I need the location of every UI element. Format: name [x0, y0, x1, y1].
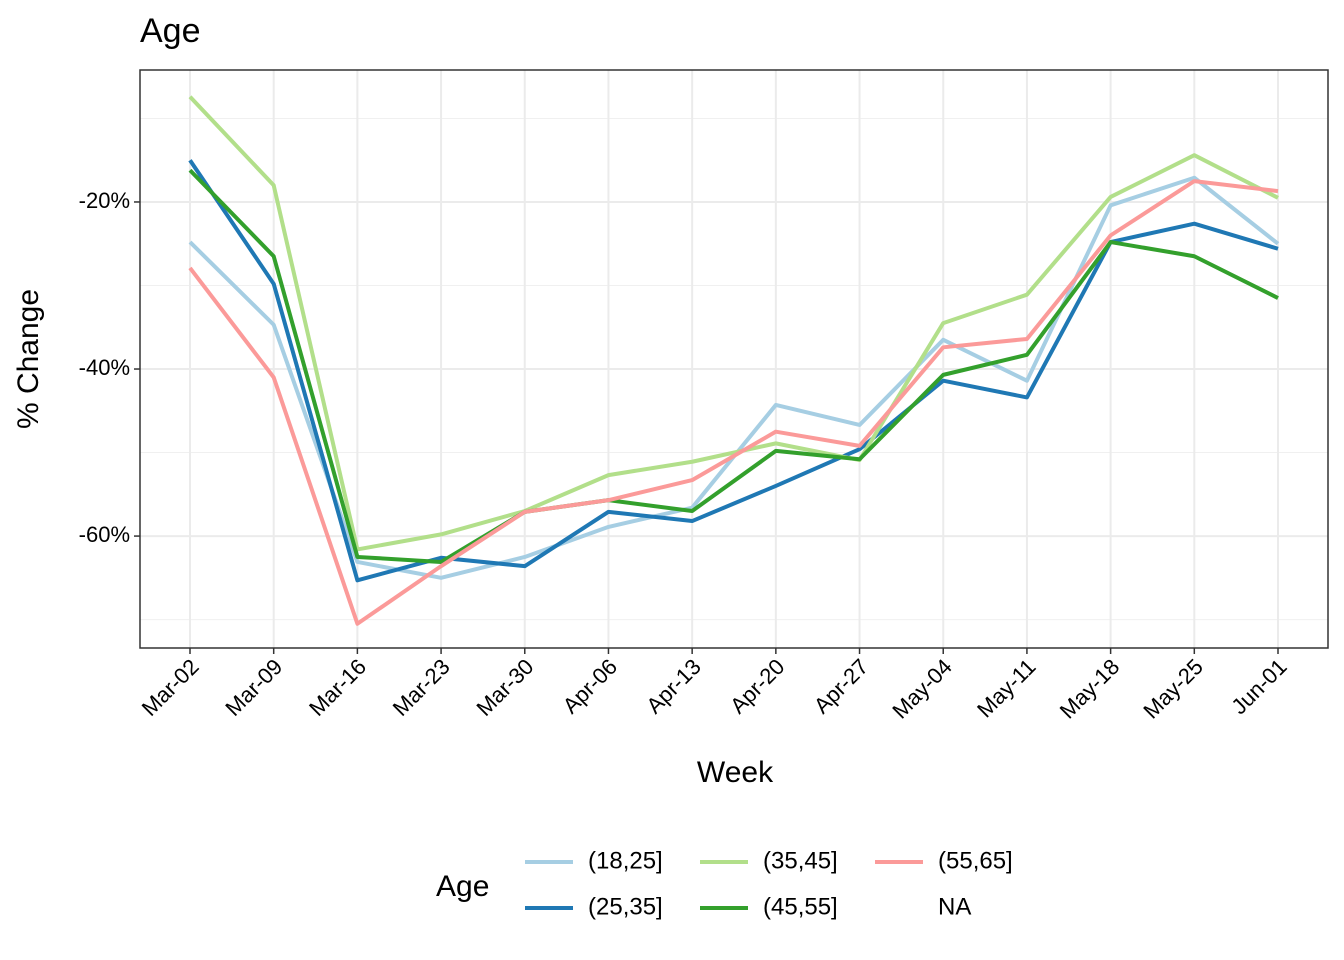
y-tick-label: -40% — [79, 355, 130, 380]
legend-label: (25,35] — [588, 893, 663, 920]
y-tick-label: -20% — [79, 188, 130, 213]
series-line — [188, 179, 1279, 626]
plot-border — [139, 69, 1329, 649]
y-axis-title: % Change — [12, 289, 45, 429]
x-axis-title: Week — [697, 756, 774, 789]
y-tick-label: -60% — [79, 522, 130, 547]
legend-label: (55,65] — [938, 847, 1013, 874]
series-line — [188, 168, 1279, 564]
chart-title: Age — [140, 12, 201, 50]
legend-title: Age — [436, 870, 489, 903]
legend-label: (18,25] — [588, 847, 663, 874]
series-line — [188, 95, 1279, 552]
legend-label: (35,45] — [763, 847, 838, 874]
legend-label: (45,55] — [763, 893, 838, 920]
series-line — [188, 159, 1279, 583]
legend-label: NA — [938, 893, 971, 920]
